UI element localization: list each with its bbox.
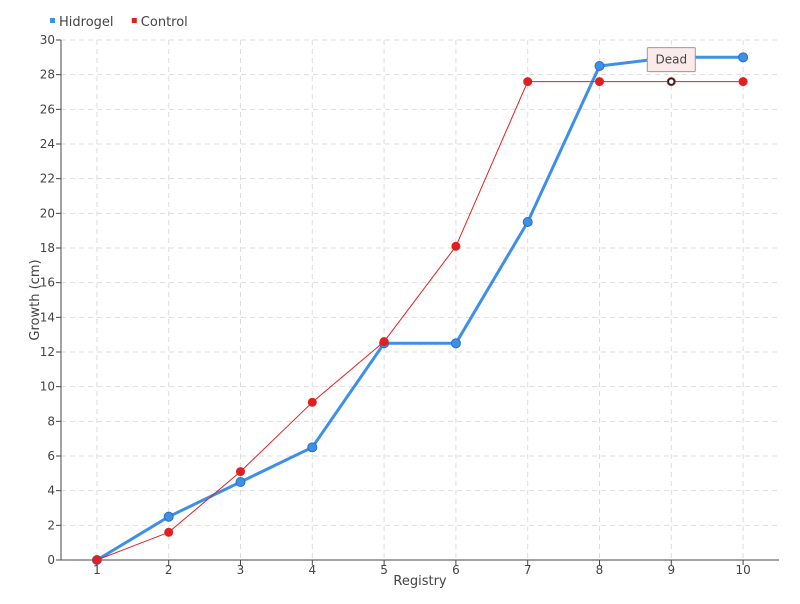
series-control (92, 77, 748, 565)
data-point-hidrogel (163, 511, 174, 522)
legend-swatch-hidrogel (50, 18, 55, 23)
annotation-marker (667, 77, 676, 86)
data-point-hidrogel (522, 217, 533, 227)
data-point-hidrogel (450, 338, 461, 349)
series-hidrogel (91, 52, 749, 565)
data-point-control (451, 241, 461, 251)
data-point-control (379, 337, 389, 347)
y-tick-label: 10 (40, 380, 55, 394)
data-point-control (595, 77, 604, 87)
data-point-control (523, 77, 533, 87)
x-tick-label: 10 (735, 563, 750, 577)
y-tick-label: 0 (47, 553, 55, 567)
x-tick-label: 7 (524, 563, 532, 577)
annotation-box (646, 47, 696, 73)
y-tick-label: 14 (40, 310, 55, 324)
y-axis-title: Growth (cm) (28, 259, 43, 340)
y-tick-label: 8 (47, 414, 55, 428)
series-group (91, 52, 749, 565)
grid (61, 39, 779, 560)
y-tick-label: 22 (40, 172, 55, 186)
x-tick-label: 9 (667, 563, 675, 577)
annotations: Dead (646, 47, 696, 86)
legend-label-control: Control (141, 15, 188, 30)
x-tick-label: 1 (93, 563, 101, 577)
x-axis-title: Registry (393, 574, 447, 589)
y-tick-label: 24 (40, 137, 55, 151)
x-tick-label: 8 (596, 563, 604, 577)
y-tick-label: 4 (47, 484, 55, 498)
y-tick-label: 28 (40, 68, 55, 82)
y-tick-label: 2 (47, 518, 55, 532)
series-line-hidrogel (96, 55, 744, 562)
data-point-hidrogel (235, 477, 246, 487)
legend: Hidrogel Control (50, 15, 188, 30)
data-point-hidrogel (307, 442, 318, 453)
data-point-control (92, 555, 102, 565)
data-point-control (307, 397, 317, 407)
annotation-label: Dead (656, 53, 688, 67)
y-tick-label: 16 (40, 276, 55, 290)
x-tick-label: 2 (165, 563, 173, 577)
x-tick-label: 4 (308, 563, 316, 577)
data-point-hidrogel (594, 61, 605, 71)
data-point-hidrogel (738, 52, 749, 63)
y-tick-label: 18 (40, 241, 55, 255)
data-point-control (164, 527, 174, 537)
x-tick-label: 5 (380, 563, 388, 577)
data-point-control (236, 467, 245, 477)
y-tick-label: 12 (40, 345, 55, 359)
y-tick-label: 26 (40, 102, 55, 116)
y-tick-label: 6 (47, 449, 55, 463)
legend-swatch-control (131, 18, 137, 23)
y-tick-label: 20 (40, 206, 55, 220)
y-tick-label: 30 (40, 33, 55, 47)
series-line-control (96, 81, 744, 561)
x-tick-label: 3 (237, 563, 245, 577)
x-tick-label: 6 (452, 563, 460, 577)
legend-label-hidrogel: Hidrogel (59, 15, 114, 30)
data-point-control (738, 77, 748, 87)
